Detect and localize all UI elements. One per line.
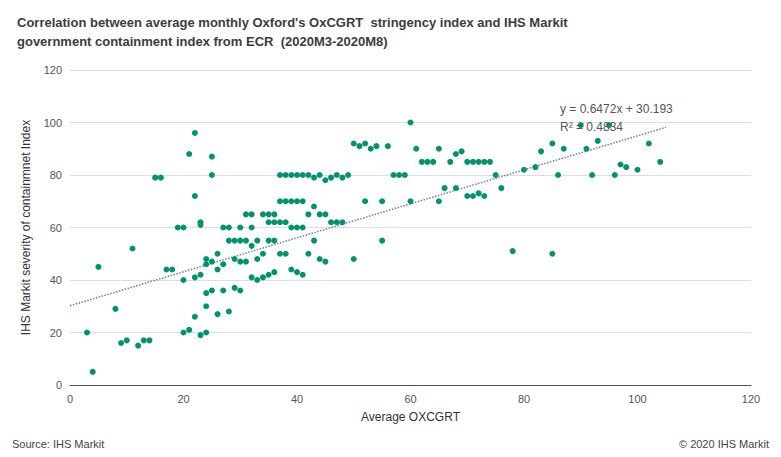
svg-text:80: 80 <box>518 393 530 405</box>
svg-text:100: 100 <box>44 117 62 129</box>
svg-text:100: 100 <box>628 393 646 405</box>
svg-text:Correlation between average mo: Correlation between average monthly Oxfo… <box>17 15 568 30</box>
svg-text:40: 40 <box>50 274 62 286</box>
svg-text:Source: IHS Markit: Source: IHS Markit <box>12 438 104 450</box>
svg-text:20: 20 <box>177 393 189 405</box>
svg-text:0: 0 <box>67 393 73 405</box>
svg-text:© 2020 IHS Markit: © 2020 IHS Markit <box>679 438 769 450</box>
svg-text:60: 60 <box>404 393 416 405</box>
svg-text:y = 0.6472x + 30.193: y = 0.6472x + 30.193 <box>560 102 673 116</box>
svg-text:Average OXCGRT: Average OXCGRT <box>361 410 461 424</box>
svg-text:120: 120 <box>742 393 760 405</box>
svg-text:R² = 0.4834: R² = 0.4834 <box>560 120 623 134</box>
svg-text:IHS Markit severity of contain: IHS Markit severity of containmnet Index <box>19 120 33 335</box>
svg-text:120: 120 <box>44 64 62 76</box>
svg-text:government containment index f: government containment index from ECR (2… <box>17 34 388 49</box>
svg-text:80: 80 <box>50 169 62 181</box>
svg-text:0: 0 <box>56 379 62 391</box>
svg-text:20: 20 <box>50 327 62 339</box>
svg-text:60: 60 <box>50 222 62 234</box>
svg-text:40: 40 <box>291 393 303 405</box>
